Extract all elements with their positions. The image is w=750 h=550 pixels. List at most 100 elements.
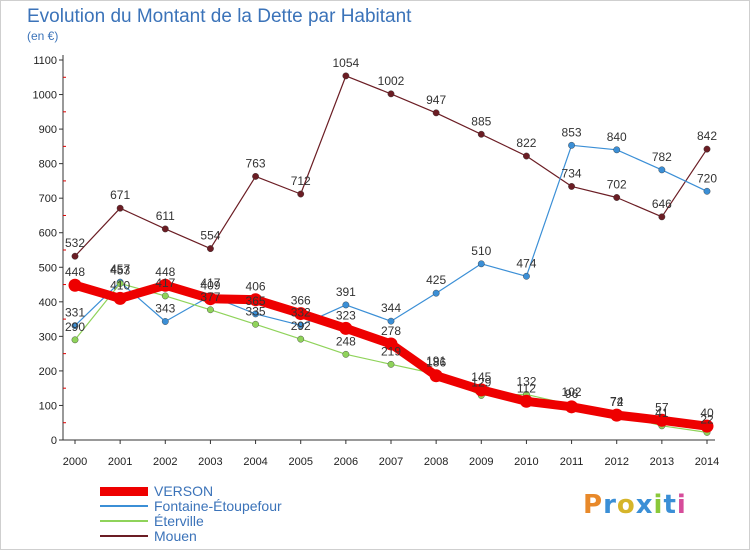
data-label-mouen: 947 [426,93,446,107]
data-label-fontaine-etoupefour: 417 [200,276,220,290]
data-label-fontaine-etoupefour: 853 [562,125,582,139]
data-label-eterville: 132 [516,374,536,388]
y-tick-label: 400 [39,297,57,309]
x-tick-label: 2008 [424,456,448,468]
logo-letter: x [635,490,654,520]
x-tick-label: 2011 [560,456,584,468]
data-label-verson: 112 [517,381,536,395]
data-label-eterville: 453 [110,264,130,278]
data-point-fontaine-etoupefour [568,141,575,149]
x-tick-label: 2012 [604,456,628,468]
legend-item-mouen: Mouen [100,529,360,544]
data-point-eterville [161,292,169,300]
logo-letter: o [616,490,636,520]
data-point-verson [474,383,488,397]
data-label-eterville: 290 [65,320,85,334]
data-label-mouen: 822 [516,136,536,150]
data-point-verson [565,400,579,414]
x-tick-label: 2003 [198,456,222,468]
data-point-verson [700,419,714,433]
data-point-verson [249,293,263,307]
data-label-fontaine-etoupefour: 331 [65,306,85,320]
data-label-verson: 409 [200,279,220,293]
data-point-verson [384,337,398,351]
x-tick-label: 2009 [469,456,493,468]
x-tick-label: 2002 [153,456,177,468]
data-label-mouen: 671 [110,188,130,202]
data-label-verson: 448 [65,265,85,279]
y-tick-label: 700 [39,193,57,205]
data-label-eterville: 74 [610,394,624,408]
data-label-fontaine-etoupefour: 510 [471,244,491,258]
proxiti-logo: Proxiti [583,490,687,520]
data-point-verson [339,321,353,335]
legend-swatch-eterville [100,520,148,522]
data-point-fontaine-etoupefour [613,146,621,154]
data-point-eterville [342,350,350,358]
x-tick-label: 2014 [695,456,719,468]
data-point-mouen [252,173,259,180]
y-tick-label: 900 [39,124,57,136]
logo-letter: i [676,490,687,520]
legend-item-verson: VERSON [100,484,360,499]
x-tick-label: 2007 [379,456,403,468]
y-tick-label: 0 [51,435,57,447]
x-tick-label: 2000 [63,456,87,468]
data-point-verson [113,291,127,305]
series-points [68,72,714,436]
logo-letter: i [653,490,664,520]
data-point-eterville [387,360,395,368]
data-point-fontaine-etoupefour [703,187,711,195]
data-point-fontaine-etoupefour [432,289,440,297]
data-point-fontaine-etoupefour [477,260,485,268]
data-point-mouen [116,204,124,212]
data-point-verson [203,292,217,306]
data-label-verson: 57 [655,400,669,414]
data-labels: 532 671 611 554 763 712 1054 1002 947 885 822 734 70… [65,56,717,427]
legend-label-fontaine-etoupefour: Fontaine-Étoupefour [154,498,282,514]
y-tick-label: 100 [39,400,57,412]
data-point-eterville [252,320,259,328]
data-label-verson: 406 [246,280,266,294]
data-point-eterville [71,336,79,344]
data-point-fontaine-etoupefour [161,318,169,325]
data-label-eterville: 248 [336,334,356,348]
data-label-eterville: 41 [655,406,669,420]
legend-swatch-mouen [100,535,148,537]
data-label-mouen: 885 [471,114,491,128]
data-point-verson [519,394,533,408]
chart-title: Evolution du Montant de la Dette par Hab… [27,6,412,27]
data-point-fontaine-etoupefour [387,317,395,325]
data-point-fontaine-etoupefour [658,166,666,174]
data-point-fontaine-etoupefour [252,310,259,318]
data-label-fontaine-etoupefour: 720 [697,171,717,185]
y-tick-label: 200 [39,366,57,378]
legend-swatch-verson [100,487,148,496]
legend-item-eterville: Éterville [100,514,360,529]
data-label-mouen: 646 [652,197,672,211]
data-label-eterville: 219 [381,344,401,358]
data-point-verson [158,278,172,292]
data-label-fontaine-etoupefour: 425 [426,273,446,287]
data-label-fontaine-etoupefour: 840 [607,130,627,144]
data-label-eterville: 102 [562,385,582,399]
data-label-fontaine-etoupefour: 391 [336,285,356,299]
y-tick-label: 1000 [33,90,57,102]
data-point-verson [294,307,308,321]
y-tick-label: 300 [39,331,57,343]
data-point-fontaine-etoupefour [297,321,305,329]
data-label-verson: 186 [426,356,446,370]
data-label-eterville: 292 [291,319,311,333]
data-label-verson: 366 [291,294,311,308]
legend-label-eterville: Éterville [154,513,204,529]
data-label-mouen: 702 [607,177,627,191]
data-label-eterville: 129 [471,375,491,389]
data-point-mouen [658,213,666,221]
data-label-verson: 278 [381,324,401,338]
legend-item-fontaine-etoupefour: Fontaine-Étoupefour [100,499,360,514]
legend-label-verson: VERSON [154,483,214,499]
data-label-mouen: 1054 [333,56,360,70]
data-label-mouen: 532 [65,236,85,250]
y-tick-label: 800 [39,159,57,171]
